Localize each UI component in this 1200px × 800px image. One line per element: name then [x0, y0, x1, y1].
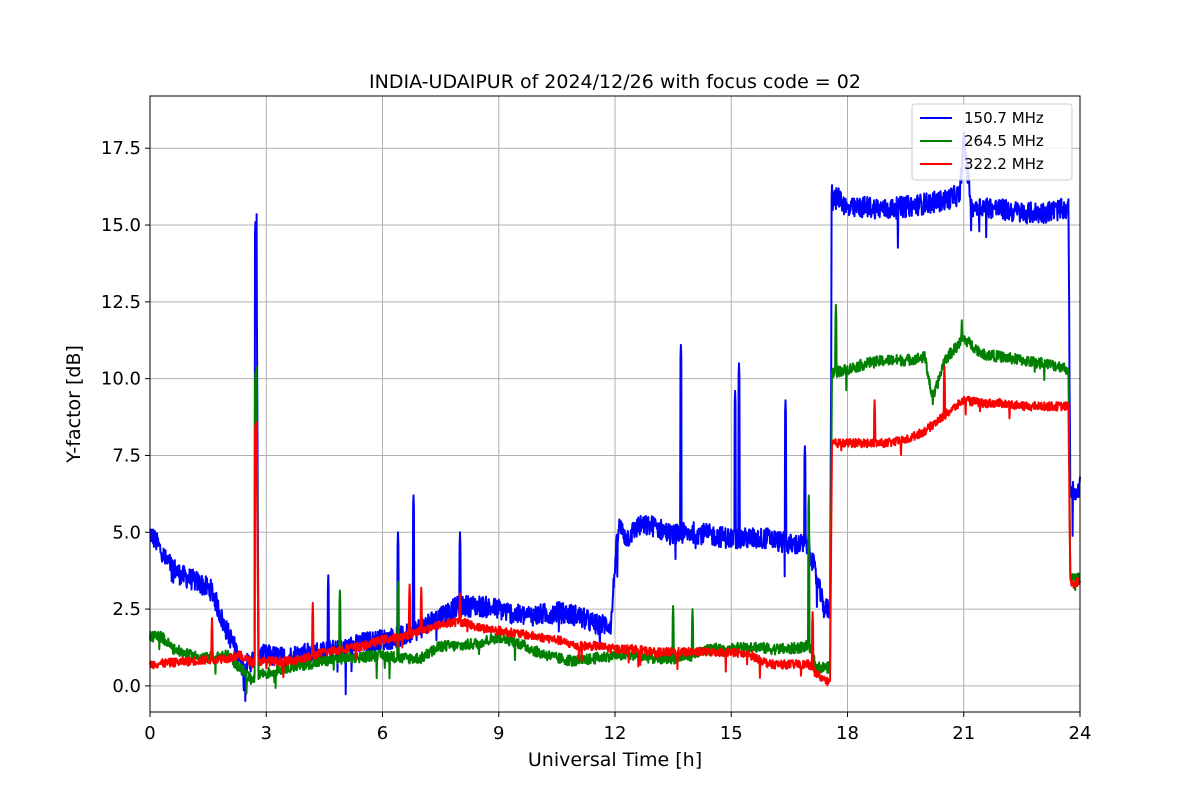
series-line-3	[149, 365, 1081, 687]
y-tick-label: 10.0	[101, 369, 141, 390]
x-tick-label: 21	[952, 723, 975, 744]
y-axis: 0.0 2.5 5.0 7.5 10.0 12.5 15.0 17.5	[101, 138, 150, 697]
chart-title: INDIA-UDAIPUR of 2024/12/26 with focus c…	[369, 71, 861, 93]
legend-box	[911, 103, 1073, 181]
y-tick-label: 2.5	[112, 599, 141, 620]
x-tick-label: 12	[604, 723, 627, 744]
legend: 150.7 MHz 264.5 MHz 322.2 MHz	[911, 103, 1073, 181]
x-tick-label: 18	[836, 723, 859, 744]
legend-label: 150.7 MHz	[964, 109, 1044, 127]
x-axis: 0 3 6 9 12 15 18 21 24	[144, 712, 1091, 744]
series-line-2	[149, 303, 1081, 695]
x-tick-label: 0	[144, 723, 155, 744]
x-axis-label: Universal Time [h]	[528, 749, 702, 771]
legend-label: 322.2 MHz	[964, 155, 1044, 173]
y-tick-label: 0.0	[112, 676, 141, 697]
y-tick-label: 5.0	[112, 522, 141, 543]
x-tick-label: 24	[1069, 723, 1092, 744]
y-tick-label: 15.0	[101, 215, 141, 236]
y-tick-label: 17.5	[101, 138, 141, 159]
x-tick-label: 9	[493, 723, 504, 744]
series-lines	[149, 131, 1081, 702]
x-tick-label: 3	[261, 723, 272, 744]
y-tick-label: 12.5	[101, 292, 141, 313]
x-tick-label: 15	[720, 723, 743, 744]
legend-label: 264.5 MHz	[964, 132, 1044, 150]
y-axis-label: Y-factor [dB]	[63, 345, 85, 464]
y-tick-label: 7.5	[112, 445, 141, 466]
x-tick-label: 6	[377, 723, 388, 744]
